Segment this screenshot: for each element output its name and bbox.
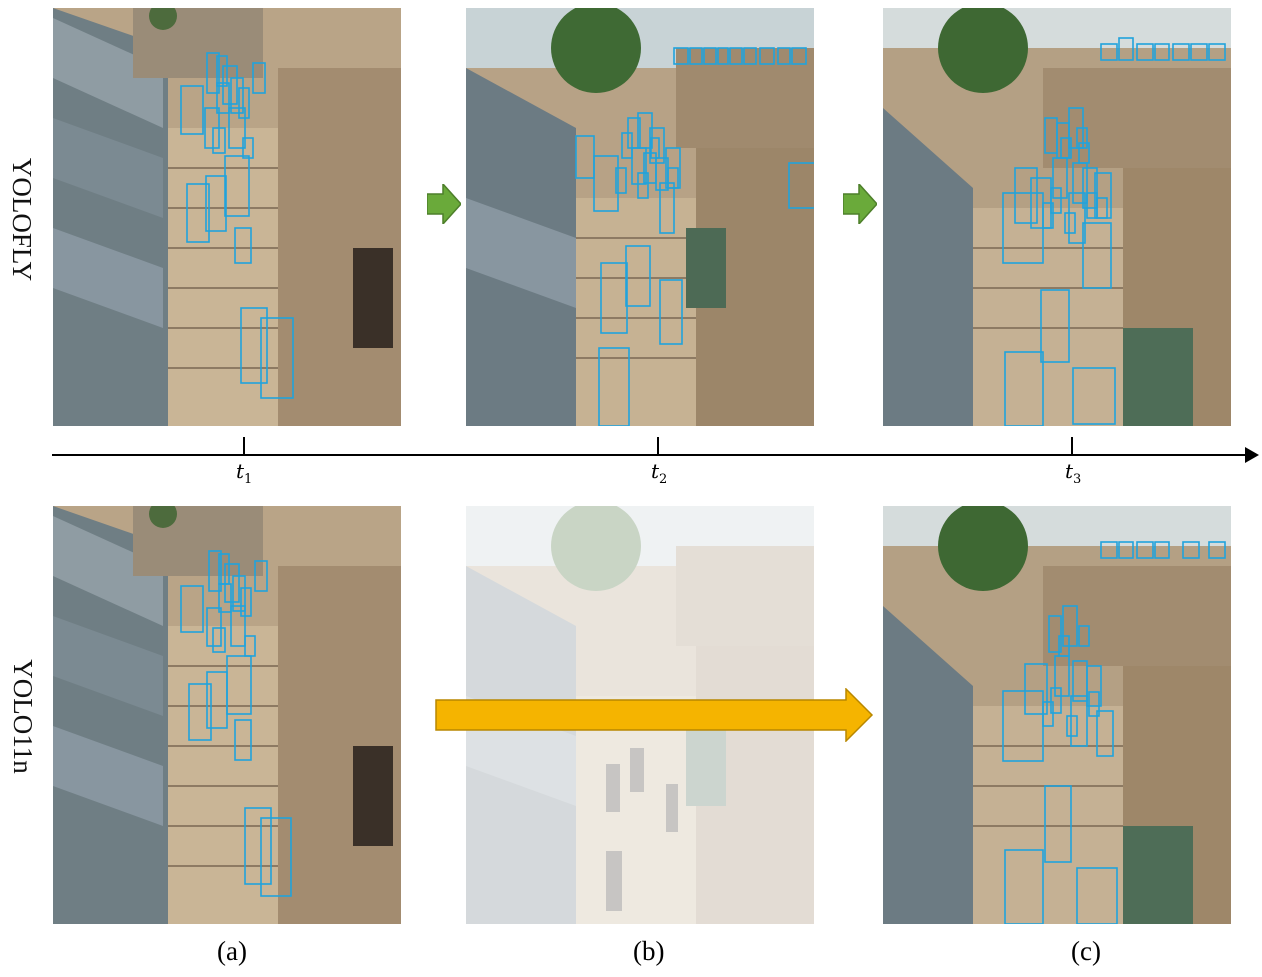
row-label-yolofly: YOLOFLY <box>0 10 44 428</box>
panel-yolo11n-t3 <box>883 506 1231 924</box>
scene-image <box>53 8 401 426</box>
timeline-label-t2: t2 <box>651 459 667 487</box>
scene-image <box>53 506 401 924</box>
timeline-label-t1: t1 <box>236 459 252 487</box>
scene-image <box>466 8 814 426</box>
timeline-label-t3: t3 <box>1065 459 1081 487</box>
panel-yolofly-t3 <box>883 8 1231 426</box>
row-label-yolofly-text: YOLOFLY <box>7 157 38 281</box>
timeline-axis <box>52 454 1257 456</box>
panel-yolofly-t1 <box>53 8 401 426</box>
scene-image <box>883 8 1231 426</box>
panel-yolofly-t2 <box>466 8 814 426</box>
timeline-tick-t1 <box>243 437 245 454</box>
timeline-label-sub: 3 <box>1073 472 1082 487</box>
timeline-label-sub: 1 <box>244 472 253 487</box>
scene-image <box>883 506 1231 924</box>
caption-b: (b) <box>633 936 665 966</box>
timeline-arrowhead-icon <box>1245 447 1259 463</box>
row-label-yolo11n-text: YOLO11n <box>7 658 38 774</box>
timeline-tick-t2 <box>657 437 659 454</box>
row-label-yolo11n: YOLO11n <box>0 506 44 926</box>
panel-yolo11n-t1 <box>53 506 401 924</box>
timeline-label-sub: 2 <box>659 472 668 487</box>
caption-c: (c) <box>1071 936 1101 966</box>
caption-a: (a) <box>217 936 247 966</box>
step-arrow-icon <box>843 184 877 224</box>
timeline-tick-t3 <box>1071 437 1073 454</box>
step-arrow-icon <box>427 184 461 224</box>
timeline-label-symbol: t <box>236 459 245 483</box>
skip-frame-arrow-icon <box>435 688 874 742</box>
timeline-label-symbol: t <box>1065 459 1074 483</box>
timeline-label-symbol: t <box>651 459 660 483</box>
